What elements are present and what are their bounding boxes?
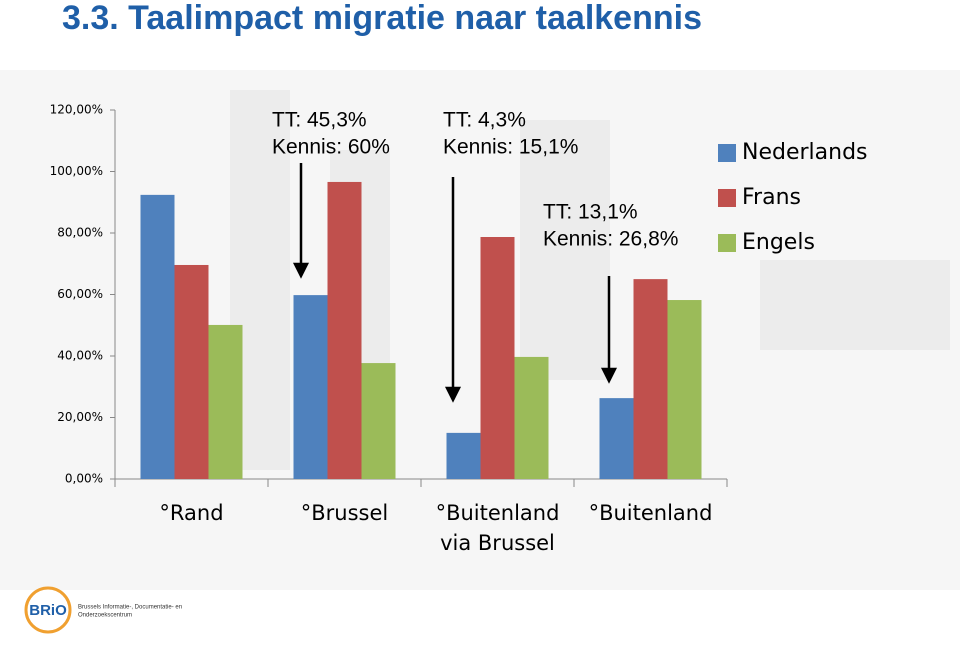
y-tick-label: 100,00%	[50, 164, 103, 178]
bar	[633, 279, 668, 479]
legend-label: Frans	[742, 185, 801, 210]
legend-swatch	[718, 144, 736, 162]
y-tick-label: 20,00%	[57, 410, 103, 424]
x-tick-label: °Rand	[159, 501, 224, 525]
bar	[208, 324, 243, 479]
arrows	[292, 163, 618, 403]
bar	[293, 295, 328, 479]
bar	[327, 181, 362, 479]
legend-label: Nederlands	[742, 140, 868, 165]
legend-swatch	[718, 189, 736, 207]
y-tick-label: 60,00%	[57, 287, 103, 301]
bar	[140, 194, 175, 479]
logo: BRiO Brussels Informatie-, Documentatie-…	[24, 586, 182, 634]
y-tick-label: 80,00%	[57, 226, 103, 240]
y-tick-label: 0,00%	[65, 472, 103, 486]
legend-swatch	[718, 234, 736, 252]
y-tick-label: 120,00%	[50, 103, 103, 117]
bar	[514, 356, 549, 479]
watermark	[0, 70, 960, 590]
x-tick-label: °Brussel	[300, 501, 389, 525]
bar	[446, 432, 481, 479]
annotation: TT: 13,1%	[543, 201, 638, 224]
annotation: Kennis: 26,8%	[543, 228, 678, 251]
annotation: TT: 45,3%	[272, 109, 367, 132]
y-tick-label: 40,00%	[57, 349, 103, 363]
annotation: TT: 4,3%	[443, 109, 526, 132]
x-tick-label: °Buitenland	[588, 501, 713, 525]
annotation: Kennis: 60%	[272, 136, 390, 159]
chart-title: 3.3. Taalimpact migratie naar taalkennis	[62, 0, 702, 37]
legend-label: Engels	[742, 230, 815, 255]
x-tick-label: °Buitenland via Brussel	[435, 501, 560, 555]
logo-name: BRiO	[29, 602, 67, 619]
bar	[480, 236, 515, 479]
bar	[599, 398, 634, 479]
logo-text: Onderzoekscentrum	[78, 613, 132, 619]
logo-text: Brussels Informatie-, Documentatie- en	[78, 605, 182, 611]
bar	[361, 363, 396, 479]
bar	[667, 300, 702, 479]
annotation: Kennis: 15,1%	[443, 136, 578, 159]
bar	[174, 264, 209, 479]
